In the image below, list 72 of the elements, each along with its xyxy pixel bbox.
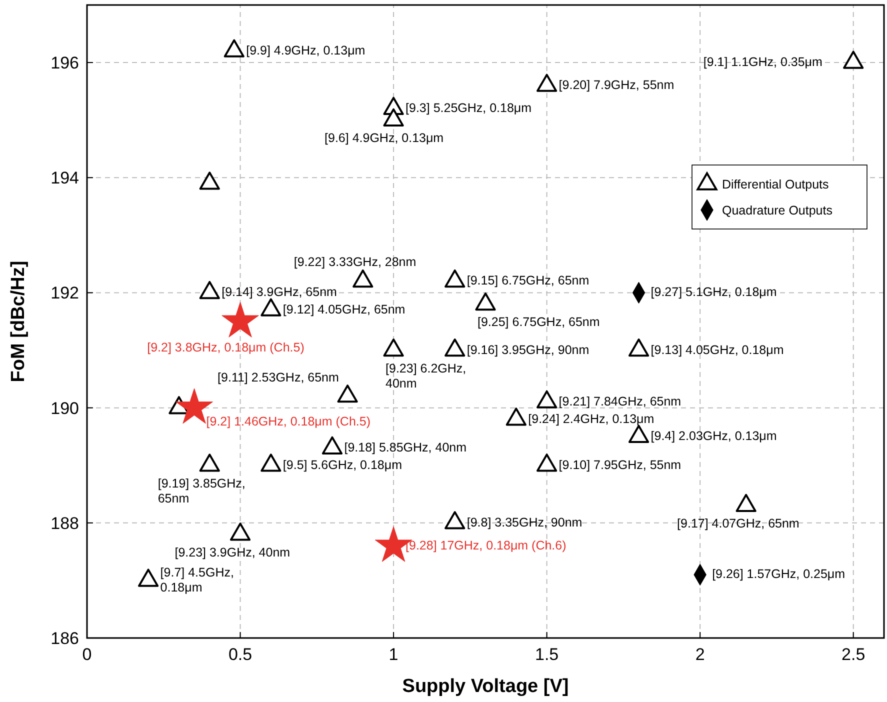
- y-tick-label: 190: [50, 398, 79, 418]
- annotation: [9.20] 7.9GHz, 55nm: [558, 78, 674, 92]
- annotation: [9.15] 6.75GHz, 65nm: [466, 274, 590, 288]
- series-label: [9.28] 17GHz, 0.18μm (Ch.6): [406, 538, 566, 552]
- annotation: [9.23] 3.9GHz, 40nm: [174, 545, 290, 560]
- annotation: [9.14] 3.9GHz, 65nm: [222, 285, 337, 300]
- point: [352, 269, 374, 288]
- point: [536, 74, 558, 92]
- annotation: [9.9] 4.9GHz, 0.13μm: [246, 44, 366, 58]
- point: [383, 338, 404, 357]
- annotation: [9.19] 3.85GHz, 65nm: [158, 476, 246, 506]
- point: [222, 302, 259, 338]
- y-tick-label: 196: [50, 54, 79, 73]
- point: [383, 108, 404, 126]
- annotation: [9.4] 2.03GHz, 0.13μm: [650, 429, 777, 444]
- point: [199, 280, 220, 300]
- point: [230, 522, 251, 541]
- legend-label: Quadrature Outputs: [722, 204, 832, 218]
- annotation: [9.24] 2.4GHz, 0.13μm: [528, 412, 654, 426]
- annotation: [9.16] 3.95GHz, 90nm: [466, 342, 590, 357]
- series-label: [9.2] 3.8GHz, 0.18μm (Ch.5): [147, 340, 304, 354]
- annotation: [9.7] 4.5GHz, 0.18μm: [160, 565, 234, 594]
- y-tick-label: 194: [50, 168, 79, 188]
- point: [536, 390, 558, 408]
- point: [199, 172, 220, 190]
- annotation: [9.6] 4.9GHz, 0.13μm: [324, 131, 444, 146]
- annotation: [9.1] 1.1GHz, 0.35μm: [703, 55, 822, 70]
- y-tick-label: 188: [50, 514, 79, 533]
- point: [843, 50, 864, 69]
- x-axis-title: Supply Voltage [V]: [402, 676, 569, 697]
- point: [444, 511, 466, 530]
- x-tick-label: 1.5: [534, 645, 559, 664]
- point: [337, 384, 358, 403]
- legend-label: Differential Outputs: [722, 178, 829, 192]
- point: [444, 269, 466, 288]
- x-tick-label: 0.5: [228, 645, 252, 664]
- x-tick-label: 2.5: [842, 645, 866, 664]
- annotation: [9.21] 7.84GHz, 65nm: [558, 394, 682, 409]
- annotation: [9.17] 4.07GHz, 65nm: [677, 516, 800, 531]
- annotation: [9.27] 5.1GHz, 0.18μm: [650, 285, 777, 300]
- point: [138, 568, 159, 587]
- point: [475, 292, 496, 311]
- point: [506, 408, 526, 426]
- series-label: [9.2] 1.46GHz, 0.18μm (Ch.5): [206, 414, 371, 428]
- annotation: [9.11] 2.53GHz, 65nm: [218, 370, 339, 384]
- y-tick-label: 186: [50, 629, 79, 648]
- annotation: [9.18] 5.85GHz, 40nm: [344, 440, 467, 455]
- x-tick-label: 1: [388, 645, 398, 664]
- point: [444, 338, 466, 357]
- annotation: [9.23] 6.2GHz, 40nm: [386, 361, 466, 390]
- annotation: [9.3] 5.25GHz, 0.18μm: [406, 101, 532, 116]
- point: [260, 454, 282, 472]
- point: [736, 494, 756, 512]
- annotation: [9.8] 3.35GHz, 90nm: [466, 515, 582, 530]
- point: [628, 338, 650, 357]
- x-tick-label: 2: [695, 645, 705, 664]
- annotation: [9.13] 4.05GHz, 0.18μm: [650, 342, 784, 357]
- annotation: [9.25] 6.75GHz, 65nm: [478, 315, 600, 330]
- point: [536, 454, 558, 472]
- point: [199, 454, 220, 472]
- y-tick-label: 192: [50, 284, 79, 303]
- point: [628, 424, 650, 443]
- annotation: [9.26] 1.57GHz, 0.25μm: [712, 567, 846, 582]
- annotation: [9.22] 3.33GHz, 28nm: [294, 255, 416, 270]
- x-tick-label: 0: [82, 645, 92, 664]
- annotation: [9.5] 5.6GHz, 0.18μm: [282, 458, 402, 472]
- annotation: [9.10] 7.95GHz, 55nm: [558, 458, 682, 472]
- point: [224, 39, 244, 58]
- point: [322, 436, 343, 454]
- y-axis-title: FoM [dBc/Hz]: [8, 260, 29, 382]
- annotation: [9.12] 4.05GHz, 65nm: [282, 302, 406, 316]
- point: [260, 298, 282, 316]
